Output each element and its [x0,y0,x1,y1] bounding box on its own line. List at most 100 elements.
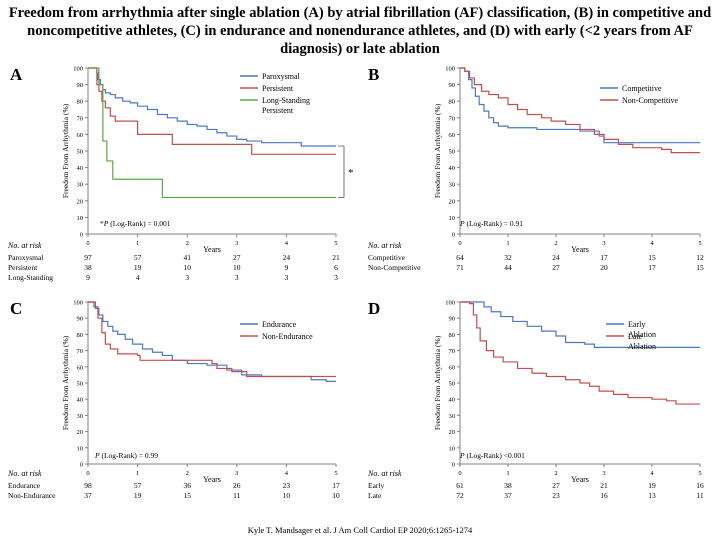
x-tick-label: 0 [86,240,89,247]
y-tick-label: 50 [77,149,84,156]
risk-value: 24 [552,253,560,262]
x-tick-label: 5 [334,240,337,247]
x-tick-label: 3 [602,240,605,247]
risk-row-label: Paroxysmal [8,253,43,262]
risk-value: 37 [504,491,512,500]
x-axis-label: Years [203,245,221,254]
y-tick-label: 40 [77,397,84,404]
x-axis-label: Years [571,475,589,484]
y-tick-label: 50 [449,381,456,388]
y-tick-label: 90 [449,316,456,323]
x-tick-label: 4 [650,240,654,247]
y-tick-label: 100 [73,66,83,73]
y-tick-label: 90 [77,316,84,323]
citation: Kyle T. Mandsager et al. J Am Coll Cardi… [247,525,473,535]
series-line-long-standing-persistent [88,67,336,199]
risk-value: 64 [456,253,464,262]
y-tick-label: 80 [449,332,456,339]
x-tick-label: 5 [698,470,701,477]
risk-table-header: No. at risk [7,241,42,250]
x-tick-label: 4 [650,470,654,477]
risk-value: 32 [504,253,512,262]
risk-value: 10 [183,263,191,272]
risk-value: 3 [235,273,239,282]
panel-label: A [10,65,23,84]
y-tick-label: 70 [77,115,84,122]
risk-value: 27 [552,263,560,272]
legend-label-cont: Ablation [628,330,656,339]
x-axis-label: Years [571,245,589,254]
y-tick-label: 80 [77,99,84,106]
p-value-annotation: P (Log-Rank) <0.001 [459,451,525,460]
y-tick-label: 70 [449,115,456,122]
x-tick-label: 1 [506,470,509,477]
y-tick-label: 80 [77,332,84,339]
y-tick-label: 20 [77,198,84,205]
y-tick-label: 10 [449,445,456,452]
risk-value: 21 [600,481,608,490]
y-tick-label: 50 [77,381,84,388]
panel-label: C [10,299,22,318]
x-tick-label: 4 [285,470,289,477]
x-tick-label: 2 [554,470,557,477]
risk-value: 19 [648,481,656,490]
y-axis-label: Freedom From Arrhythmia (%) [61,335,70,430]
y-tick-label: 0 [452,462,455,469]
legend-label: Competitive [622,84,662,93]
x-tick-label: 1 [136,470,139,477]
risk-row-label: Persistent [8,263,38,272]
series-line-endurance [88,301,336,382]
series-line-early-ablation [460,301,700,348]
risk-value: 37 [84,491,92,500]
risk-value: 3 [334,273,338,282]
risk-value: 16 [600,491,608,500]
risk-table-header: No. at risk [367,241,402,250]
risk-row-label: Endurance [8,481,41,490]
x-tick-label: 2 [186,240,189,247]
y-tick-label: 30 [449,182,456,189]
x-tick-label: 0 [458,240,461,247]
risk-value: 13 [648,491,656,500]
risk-value: 15 [183,491,191,500]
risk-value: 24 [283,253,291,262]
risk-value: 27 [233,253,241,262]
x-tick-label: 5 [334,470,337,477]
risk-value: 27 [552,481,560,490]
y-tick-label: 40 [449,397,456,404]
x-axis-label: Years [203,475,221,484]
x-tick-label: 5 [698,240,701,247]
significance-star: * [348,167,354,179]
risk-value: 61 [456,481,464,490]
risk-value: 38 [504,481,512,490]
series-line-non-competitive [460,67,700,154]
risk-value: 57 [134,481,142,490]
risk-value: 72 [456,491,464,500]
risk-value: 11 [233,491,240,500]
y-tick-label: 10 [449,215,456,222]
y-tick-label: 0 [452,232,455,239]
y-tick-label: 10 [77,445,84,452]
risk-value: 41 [183,253,191,262]
risk-value: 23 [552,491,560,500]
y-tick-label: 60 [449,132,456,139]
y-axis-label: Freedom From Arrhythmia (%) [433,335,442,430]
risk-value: 17 [600,253,608,262]
panel-d: D 0 10 20 30 40 50 60 70 80 90 100 0 1 2 3 4 5 Years Freedo… [360,298,720,522]
y-tick-label: 0 [80,232,83,239]
y-tick-label: 100 [445,300,455,307]
risk-value: 3 [285,273,289,282]
legend-label: Long-Standing [262,96,310,105]
risk-value: 36 [183,481,191,490]
risk-value: 98 [84,481,92,490]
risk-value: 20 [600,263,608,272]
y-tick-label: 90 [449,82,456,89]
risk-value: 17 [648,263,656,272]
legend-label: Paroxysmal [262,72,301,81]
legend-label: Late [628,332,643,341]
risk-value: 71 [456,263,464,272]
risk-value: 16 [696,481,704,490]
figure-title: Freedom from arrhythmia after single abl… [8,5,712,57]
x-tick-label: 3 [235,240,238,247]
y-tick-label: 20 [77,429,84,436]
y-tick-label: 60 [77,132,84,139]
